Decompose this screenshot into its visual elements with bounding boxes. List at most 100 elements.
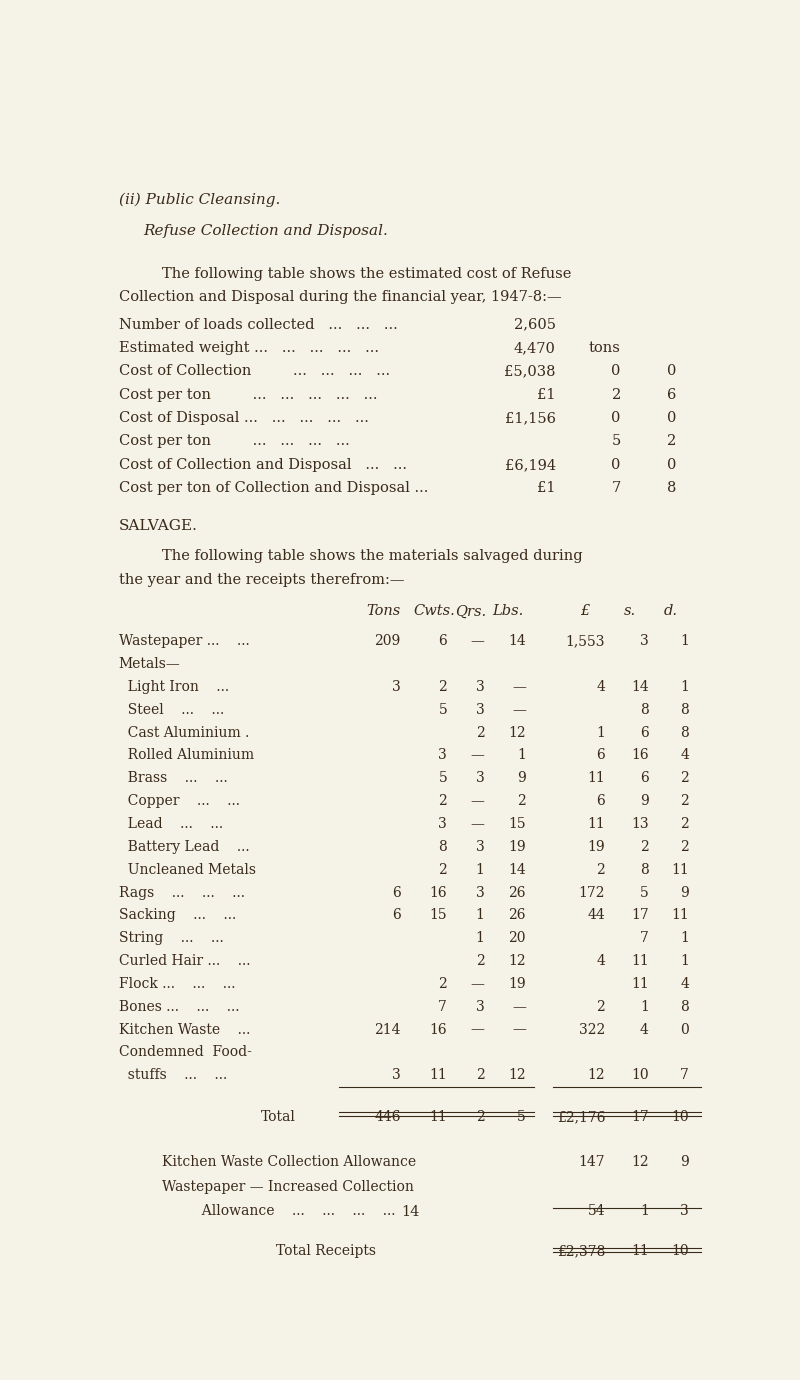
Text: 14: 14 (508, 635, 526, 649)
Text: stuffs    ...    ...: stuffs ... ... (118, 1068, 227, 1082)
Text: Tons: Tons (366, 604, 401, 618)
Text: 446: 446 (374, 1111, 401, 1125)
Text: 214: 214 (374, 1023, 401, 1036)
Text: 2: 2 (611, 388, 621, 402)
Text: 12: 12 (508, 954, 526, 967)
Text: 16: 16 (430, 886, 447, 900)
Text: —: — (470, 635, 485, 649)
Text: 209: 209 (374, 635, 401, 649)
Text: 2: 2 (476, 726, 485, 740)
Text: 1: 1 (680, 680, 689, 694)
Text: 5: 5 (611, 435, 621, 448)
Text: 7: 7 (680, 1068, 689, 1082)
Text: 19: 19 (508, 977, 526, 991)
Text: 12: 12 (508, 1068, 526, 1082)
Text: Rags    ...    ...    ...: Rags ... ... ... (118, 886, 245, 900)
Text: Number of loads collected   ...   ...   ...: Number of loads collected ... ... ... (118, 317, 398, 331)
Text: 3: 3 (476, 999, 485, 1014)
Text: 2: 2 (438, 977, 447, 991)
Text: Brass    ...    ...: Brass ... ... (118, 771, 227, 785)
Text: —: — (470, 793, 485, 809)
Text: £2,176: £2,176 (557, 1111, 606, 1125)
Text: 1,553: 1,553 (566, 635, 606, 649)
Text: 6: 6 (640, 771, 649, 785)
Text: 15: 15 (508, 817, 526, 831)
Text: 6: 6 (438, 635, 447, 649)
Text: 0: 0 (611, 411, 621, 425)
Text: 7: 7 (438, 999, 447, 1014)
Text: 9: 9 (517, 771, 526, 785)
Text: Allowance    ...    ...    ...    ...: Allowance ... ... ... ... (193, 1203, 395, 1217)
Text: 2: 2 (517, 793, 526, 809)
Text: 1: 1 (640, 1203, 649, 1217)
Text: 19: 19 (508, 840, 526, 854)
Text: 2: 2 (667, 435, 677, 448)
Text: 3: 3 (476, 886, 485, 900)
Text: 2: 2 (680, 817, 689, 831)
Text: Cost of Collection and Disposal   ...   ...: Cost of Collection and Disposal ... ... (118, 458, 406, 472)
Text: 7: 7 (640, 932, 649, 945)
Text: 3: 3 (640, 635, 649, 649)
Text: 11: 11 (631, 954, 649, 967)
Text: 20: 20 (509, 932, 526, 945)
Text: tons: tons (589, 341, 621, 355)
Text: —: — (470, 748, 485, 762)
Text: 1: 1 (517, 748, 526, 762)
Text: 8: 8 (640, 702, 649, 716)
Text: Kitchen Waste Collection Allowance: Kitchen Waste Collection Allowance (162, 1155, 416, 1169)
Text: Steel    ...    ...: Steel ... ... (118, 702, 224, 716)
Text: 11: 11 (587, 771, 606, 785)
Text: 4: 4 (597, 680, 606, 694)
Text: 11: 11 (671, 862, 689, 876)
Text: 5: 5 (640, 886, 649, 900)
Text: 2: 2 (680, 793, 689, 809)
Text: 4,470: 4,470 (514, 341, 556, 355)
Text: 322: 322 (579, 1023, 606, 1036)
Text: 2: 2 (640, 840, 649, 854)
Text: Battery Lead    ...: Battery Lead ... (118, 840, 250, 854)
Text: 0: 0 (680, 1023, 689, 1036)
Text: Flock ...    ...    ...: Flock ... ... ... (118, 977, 235, 991)
Text: £1: £1 (538, 388, 556, 402)
Text: 9: 9 (640, 793, 649, 809)
Text: 4: 4 (640, 1023, 649, 1036)
Text: 1: 1 (680, 954, 689, 967)
Text: 3: 3 (392, 680, 401, 694)
Text: —: — (512, 702, 526, 716)
Text: String    ...    ...: String ... ... (118, 932, 223, 945)
Text: Wastepaper — Increased Collection: Wastepaper — Increased Collection (162, 1180, 414, 1194)
Text: 3: 3 (392, 1068, 401, 1082)
Text: 12: 12 (508, 726, 526, 740)
Text: 1: 1 (475, 932, 485, 945)
Text: —: — (470, 977, 485, 991)
Text: 11: 11 (631, 977, 649, 991)
Text: 1: 1 (597, 726, 606, 740)
Text: Cost per ton         ...   ...   ...   ...: Cost per ton ... ... ... ... (118, 435, 350, 448)
Text: 11: 11 (631, 1245, 649, 1259)
Text: Curled Hair ...    ...: Curled Hair ... ... (118, 954, 250, 967)
Text: (ii) Public Cleansing.: (ii) Public Cleansing. (118, 192, 280, 207)
Text: 0: 0 (611, 458, 621, 472)
Text: 172: 172 (578, 886, 606, 900)
Text: 6: 6 (392, 908, 401, 922)
Text: The following table shows the materials salvaged during: The following table shows the materials … (162, 549, 582, 563)
Text: 1: 1 (680, 932, 689, 945)
Text: 0: 0 (667, 458, 677, 472)
Text: Copper    ...    ...: Copper ... ... (118, 793, 240, 809)
Text: £6,194: £6,194 (505, 458, 556, 472)
Text: 0: 0 (667, 411, 677, 425)
Text: 17: 17 (631, 1111, 649, 1125)
Text: 26: 26 (509, 886, 526, 900)
Text: Lbs.: Lbs. (492, 604, 523, 618)
Text: 6: 6 (392, 886, 401, 900)
Text: 0: 0 (667, 364, 677, 378)
Text: Wastepaper ...    ...: Wastepaper ... ... (118, 635, 250, 649)
Text: Condemned  Food-: Condemned Food- (118, 1046, 251, 1060)
Text: Metals—: Metals— (118, 657, 180, 671)
Text: 14: 14 (508, 862, 526, 876)
Text: Lead    ...    ...: Lead ... ... (118, 817, 222, 831)
Text: 3: 3 (476, 771, 485, 785)
Text: 147: 147 (578, 1155, 606, 1169)
Text: The following table shows the estimated cost of Refuse: The following table shows the estimated … (162, 266, 571, 280)
Text: Cost of Collection         ...   ...   ...   ...: Cost of Collection ... ... ... ... (118, 364, 390, 378)
